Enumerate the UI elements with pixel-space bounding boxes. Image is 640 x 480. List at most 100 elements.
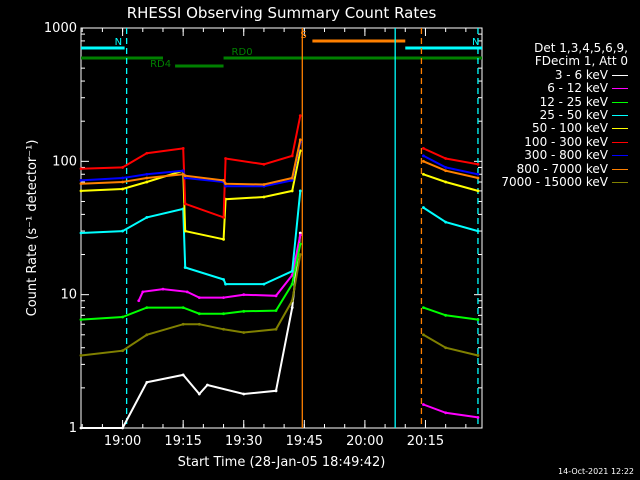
series-group xyxy=(79,149,480,241)
legend-item-label: 7000 - 15000 keV xyxy=(501,175,608,190)
series-line xyxy=(80,243,302,321)
data-point xyxy=(181,147,185,150)
legend-item: 100 - 300 keV xyxy=(458,134,628,149)
legend-item: 12 - 25 keV xyxy=(458,95,628,109)
legend-item-label: 6 - 12 keV xyxy=(547,81,608,96)
data-point xyxy=(121,187,124,191)
data-point xyxy=(242,392,246,396)
series-line xyxy=(423,306,479,321)
x-tick-label: 20:00 xyxy=(346,434,383,449)
data-point xyxy=(79,167,83,171)
series-group xyxy=(137,233,480,419)
series-line xyxy=(80,139,302,186)
data-point xyxy=(262,282,266,286)
data-point xyxy=(290,154,294,158)
y-tick-label: 100 xyxy=(52,154,77,169)
data-point xyxy=(298,242,302,246)
data-point xyxy=(476,189,480,193)
data-point xyxy=(298,138,302,142)
data-point xyxy=(183,176,187,180)
legend-swatch xyxy=(612,88,628,90)
data-point xyxy=(422,154,425,158)
data-point xyxy=(290,176,294,180)
data-point xyxy=(422,147,425,150)
data-point xyxy=(476,354,480,357)
data-point xyxy=(145,151,149,155)
data-point xyxy=(183,202,187,206)
legend-items: 3 - 6 keV 6 - 12 keV 12 - 25 keV 25 - 50 ke… xyxy=(458,68,628,190)
legend-item-label: 100 - 300 keV xyxy=(524,134,608,149)
series-group xyxy=(79,253,480,357)
data-point xyxy=(121,349,124,353)
data-point xyxy=(222,278,225,281)
x-tick-label: 19:45 xyxy=(286,434,323,449)
data-point xyxy=(290,189,294,193)
flag-label: RD4 xyxy=(150,59,171,70)
data-point xyxy=(181,373,185,377)
data-point xyxy=(79,231,83,235)
legend-item: 300 - 800 keV xyxy=(458,149,628,162)
data-point xyxy=(224,157,227,160)
data-point xyxy=(181,322,185,326)
data-point xyxy=(197,296,201,300)
data-point xyxy=(222,215,225,219)
data-point xyxy=(79,354,83,357)
data-point xyxy=(444,169,448,173)
series-group xyxy=(79,138,480,186)
data-point xyxy=(121,229,124,233)
legend-swatch xyxy=(612,74,628,76)
data-point xyxy=(298,233,302,237)
data-point xyxy=(476,162,480,166)
legend-swatch xyxy=(612,155,628,157)
data-point xyxy=(222,327,225,331)
data-point xyxy=(298,189,302,193)
legend-header-line-1: Det 1,3,4,5,6,9, xyxy=(534,41,628,55)
data-point xyxy=(274,327,278,331)
series-line xyxy=(80,254,302,357)
data-point xyxy=(145,333,149,337)
data-point xyxy=(444,313,448,317)
data-point xyxy=(183,266,187,269)
data-point xyxy=(422,172,425,176)
series-line xyxy=(137,234,302,302)
legend-item-label: 50 - 100 keV xyxy=(531,121,608,136)
data-point xyxy=(298,253,302,256)
data-point xyxy=(224,282,227,286)
data-point xyxy=(290,282,294,286)
legend-swatch xyxy=(612,115,628,117)
x-tick-label: 20:15 xyxy=(407,434,444,449)
data-point xyxy=(222,237,225,241)
series-line xyxy=(80,115,302,219)
legend-item-label: 800 - 7000 keV xyxy=(516,161,608,176)
x-tick-label: 19:30 xyxy=(225,434,262,449)
data-point xyxy=(262,183,266,186)
data-point xyxy=(181,172,185,176)
data-point xyxy=(290,306,294,309)
legend-item: 800 - 7000 keV xyxy=(458,161,628,176)
chart-title: RHESSI Observing Summary Count Rates xyxy=(127,4,437,22)
data-point xyxy=(121,426,124,430)
series-line xyxy=(80,150,302,241)
y-tick-label: 1 xyxy=(69,421,77,436)
data-point xyxy=(224,184,227,188)
legend-header-line-2: FDecim 1, Att 0 xyxy=(534,54,628,69)
legend-item: 50 - 100 keV xyxy=(458,122,628,135)
data-point xyxy=(79,318,83,322)
data-point xyxy=(121,315,124,319)
y-axis-label: Count Rate (s⁻¹ detector⁻¹) xyxy=(25,140,40,317)
data-point xyxy=(197,392,201,396)
data-point xyxy=(137,299,141,303)
data-point xyxy=(476,172,480,176)
timestamp: 14-Oct-2021 12:22 xyxy=(558,467,634,476)
data-point xyxy=(145,215,149,219)
data-point xyxy=(476,229,480,233)
legend-item-label: 25 - 50 keV xyxy=(539,108,608,123)
data-point xyxy=(183,174,187,178)
data-point xyxy=(197,312,201,316)
x-tick-label: 19:15 xyxy=(164,434,201,449)
data-point xyxy=(290,178,294,182)
data-point xyxy=(181,169,185,173)
data-point xyxy=(79,189,83,193)
legend-item: 25 - 50 keV xyxy=(458,108,628,123)
